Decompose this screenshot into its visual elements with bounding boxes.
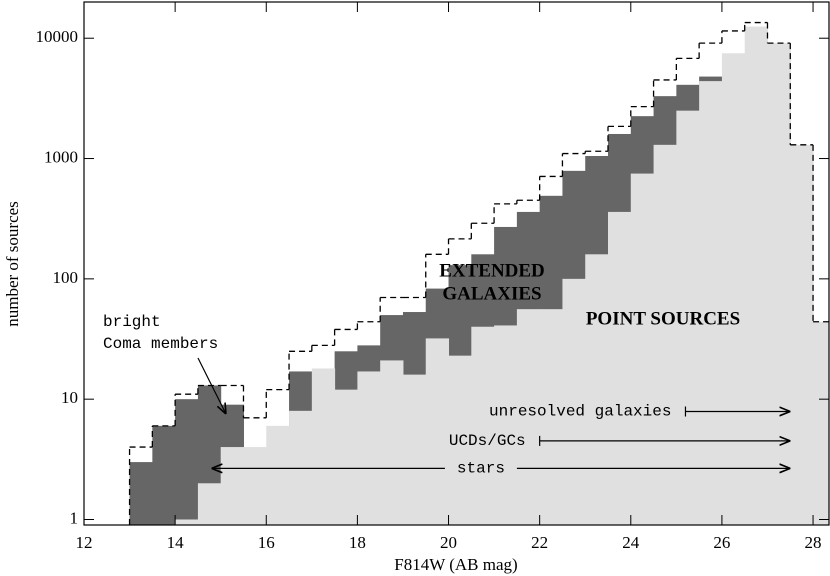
x-tick-label: 22 bbox=[531, 533, 548, 552]
bar bbox=[516, 309, 541, 525]
bar bbox=[448, 355, 472, 525]
x-tick-label: 26 bbox=[713, 533, 730, 552]
range-label: UCDs/GCs bbox=[449, 432, 526, 450]
bar bbox=[744, 26, 768, 525]
y-tick-label: 10000 bbox=[36, 27, 79, 46]
bar bbox=[608, 211, 632, 525]
bar bbox=[243, 447, 267, 525]
bar bbox=[813, 321, 829, 525]
y-axis-label: number of sources bbox=[3, 201, 22, 327]
bar bbox=[699, 81, 723, 525]
bar bbox=[311, 368, 336, 525]
bar bbox=[494, 325, 518, 525]
x-tick-label: 12 bbox=[76, 533, 93, 552]
x-tick-label: 18 bbox=[349, 533, 366, 552]
bar bbox=[585, 254, 609, 525]
annotation: Coma members bbox=[103, 335, 218, 353]
label-pointer bbox=[197, 357, 226, 414]
plot-frame bbox=[83, 1, 830, 526]
x-tick-label: 14 bbox=[167, 533, 185, 552]
range-label: unresolved galaxies bbox=[489, 403, 671, 421]
bar bbox=[767, 43, 791, 525]
y-tick-label: 1000 bbox=[44, 147, 78, 166]
bar bbox=[790, 144, 814, 525]
x-axis-label: F814W (AB mag) bbox=[394, 555, 517, 574]
y-tick-label: 1 bbox=[70, 508, 79, 527]
bar bbox=[471, 326, 495, 525]
plot-area bbox=[128, 21, 829, 525]
bar bbox=[175, 519, 199, 525]
bar bbox=[402, 374, 427, 525]
bar bbox=[562, 278, 586, 525]
range-label: stars bbox=[457, 460, 505, 478]
bar bbox=[357, 371, 381, 525]
bar bbox=[425, 338, 450, 525]
bar bbox=[197, 483, 222, 525]
annotation: GALAXIES bbox=[442, 283, 541, 304]
annotation: bright bbox=[103, 313, 161, 331]
bar bbox=[676, 110, 700, 525]
x-tick-label: 28 bbox=[805, 533, 822, 552]
bar bbox=[721, 53, 746, 525]
x-tick-label: 16 bbox=[258, 533, 275, 552]
bar bbox=[266, 425, 290, 525]
bar bbox=[129, 462, 153, 525]
annotation: EXTENDED bbox=[439, 260, 545, 281]
x-tick-label: 24 bbox=[622, 533, 640, 552]
y-tick-label: 10 bbox=[61, 388, 78, 407]
bar bbox=[539, 309, 563, 525]
bar bbox=[334, 389, 358, 525]
bar bbox=[380, 360, 404, 525]
y-tick-label: 100 bbox=[53, 268, 79, 287]
bar bbox=[653, 144, 677, 525]
bar bbox=[152, 425, 176, 525]
x-tick-label: 20 bbox=[440, 533, 457, 552]
annotation: POINT SOURCES bbox=[586, 308, 740, 329]
bar bbox=[630, 173, 655, 525]
bar bbox=[220, 447, 244, 525]
bar bbox=[175, 399, 199, 525]
